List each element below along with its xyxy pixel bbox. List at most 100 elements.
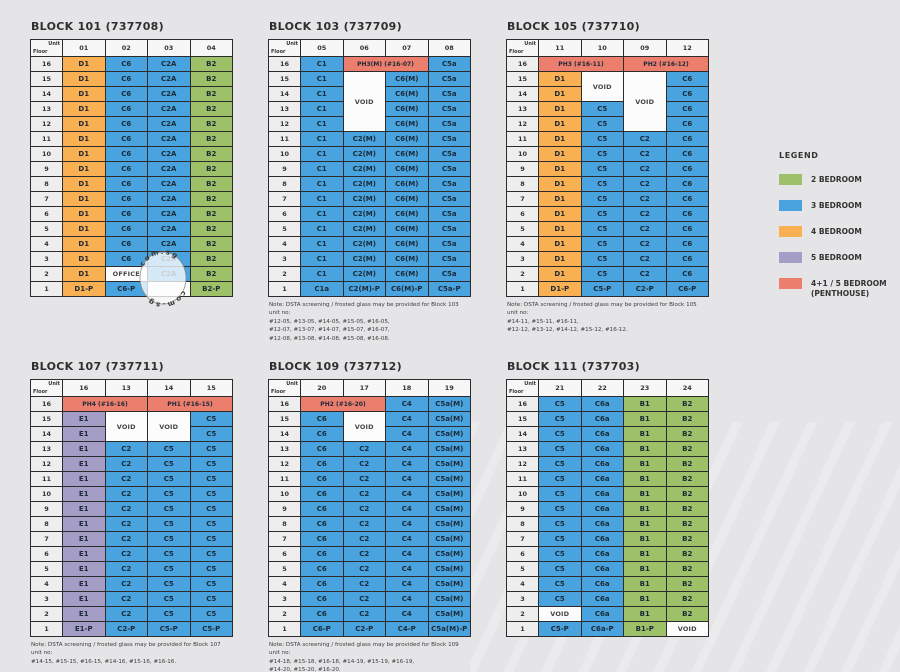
floor-row: 12 C5 C6a B1 B2 xyxy=(506,456,709,472)
unit-cell: C4 xyxy=(385,396,429,412)
unit-cell: C6a xyxy=(580,441,624,457)
unit-cell: C2(M) xyxy=(342,236,386,252)
unit-cell: C6(M) xyxy=(385,251,429,267)
unit-cell: C2A xyxy=(147,101,191,117)
floor-row: 16 C5 C6a B1 B2 xyxy=(506,396,709,412)
dsta-note-line: Note: DSTA screening / frosted glass may… xyxy=(507,302,697,317)
floor-row: 8 C5 C6a B1 B2 xyxy=(506,516,709,532)
floor-row: 9 C6 C2 C4 C5a(M) xyxy=(268,501,471,517)
floor-label: 13 xyxy=(506,441,539,457)
unit-cell: C5 xyxy=(580,191,624,207)
floor-label: 15 xyxy=(30,411,63,427)
unit-cell: C6 xyxy=(665,191,709,207)
floor-row: 6 D1 C5 C2 C6 xyxy=(506,206,709,222)
unit-cell: B1 xyxy=(623,501,667,517)
unit-cell: C1 xyxy=(300,206,344,222)
unit-cell: D1 xyxy=(538,101,582,117)
unit-cell: D1 xyxy=(62,176,106,192)
unit-cell: C6 xyxy=(104,131,148,147)
void-cell: VOID xyxy=(580,71,624,102)
unit-cell: C5 xyxy=(538,456,582,472)
unit-cell: C2(M) xyxy=(342,131,386,147)
corner-cell: Unit Floor xyxy=(506,379,539,397)
unit-cell: C6 xyxy=(665,161,709,177)
floor-label: 11 xyxy=(268,131,301,147)
unit-cell: E1 xyxy=(62,531,106,547)
unit-cell: C2 xyxy=(623,146,667,162)
floor-label: 1 xyxy=(30,621,63,637)
unit-cell: C6 xyxy=(665,116,709,132)
floor-row: 10 E1 C2 C5 C5 xyxy=(30,486,233,502)
unit-cell: C5 xyxy=(538,486,582,502)
floor-row: 8 D1 C6 C2A B2 xyxy=(30,176,233,192)
floor-label: 9 xyxy=(30,161,63,177)
dsta-note-line: Note: DSTA screening / frosted glass may… xyxy=(269,642,459,657)
unit-cell: C2 xyxy=(342,546,386,562)
unit-cell: E1 xyxy=(62,546,106,562)
unit-cell: C2(M) xyxy=(342,161,386,177)
unit-table: Unit Floor 11 10 09 12 16 PH3 (#16-11) PH2 (#16-… xyxy=(506,39,709,297)
floor-row: 8 C6 C2 C4 C5a(M) xyxy=(268,516,471,532)
floor-label: 2 xyxy=(30,606,63,622)
unit-cell: C6 xyxy=(300,561,344,577)
floor-label: 5 xyxy=(506,561,539,577)
unit-cell: E1 xyxy=(62,576,106,592)
floor-row: 1 C5-P C6a-P B1-P VOID xyxy=(506,621,709,637)
unit-cell: C6a xyxy=(580,561,624,577)
unit-cell: C5-P xyxy=(538,621,582,637)
legend-swatch xyxy=(779,277,802,289)
unit-cell: C6 xyxy=(104,251,148,267)
unit-cell: C2 xyxy=(342,471,386,487)
column-header: 22 xyxy=(580,379,624,397)
column-header: 02 xyxy=(104,39,148,57)
unit-cell: C4 xyxy=(385,576,429,592)
unit-cell: B2 xyxy=(189,131,233,147)
unit-cell: C5 xyxy=(580,266,624,282)
unit-cell: C2 xyxy=(104,441,148,457)
floor-label: 9 xyxy=(30,501,63,517)
unit-cell: B2 xyxy=(665,576,709,592)
unit-cell: C6-P xyxy=(300,621,344,637)
unit-cell: C6 xyxy=(300,456,344,472)
floor-label: 4 xyxy=(506,236,539,252)
unit-cell: E1 xyxy=(62,501,106,517)
floor-row: 5 D1 C5 C2 C6 xyxy=(506,221,709,237)
unit-cell: C6 xyxy=(104,86,148,102)
unit-cell: C2 xyxy=(342,441,386,457)
floor-row: 4 D1 C6 C2A B2 xyxy=(30,236,233,252)
floor-row: 16 D1 C6 C2A B2 xyxy=(30,56,233,72)
unit-cell: C4 xyxy=(385,561,429,577)
unit-cell: C4 xyxy=(385,486,429,502)
floor-row: 10 C5 C6a B1 B2 xyxy=(506,486,709,502)
unit-cell: D1 xyxy=(62,236,106,252)
unit-cell: C2A xyxy=(147,86,191,102)
unit-cell: C5 xyxy=(580,131,624,147)
unit-cell: B1 xyxy=(623,486,667,502)
unit-cell: C5 xyxy=(580,116,624,132)
floor-label: 13 xyxy=(268,101,301,117)
unit-cell: E1 xyxy=(62,426,106,442)
unit-cell: C5a xyxy=(427,116,471,132)
unit-cell: C2A xyxy=(147,191,191,207)
unit-cell: B2 xyxy=(665,426,709,442)
unit-cell: C5a(M) xyxy=(427,576,471,592)
unit-cell: C6a xyxy=(580,516,624,532)
unit-cell: D1-P xyxy=(62,281,106,297)
unit-cell: C5 xyxy=(147,546,191,562)
unit-cell: C4 xyxy=(385,426,429,442)
unit-cell: C5a xyxy=(427,191,471,207)
unit-cell: C5a xyxy=(427,86,471,102)
void-cell: VOID xyxy=(147,411,191,442)
unit-cell: C5 xyxy=(538,576,582,592)
unit-cell: C5 xyxy=(189,516,233,532)
unit-cell: C5 xyxy=(189,486,233,502)
unit-cell: C5 xyxy=(580,251,624,267)
unit-cell: PH2 (#16-12) xyxy=(623,56,709,72)
unit-cell: C5a(M) xyxy=(427,546,471,562)
floor-row: 12 C1 C6(M) C5a xyxy=(268,116,471,132)
unit-cell: C2 xyxy=(623,176,667,192)
unit-cell: C5a xyxy=(427,71,471,87)
dsta-note-line: #12-08, #13-08, #14-08, #15-08, #16-08. xyxy=(269,335,390,342)
floor-label: 12 xyxy=(30,456,63,472)
unit-cell: C1 xyxy=(300,221,344,237)
